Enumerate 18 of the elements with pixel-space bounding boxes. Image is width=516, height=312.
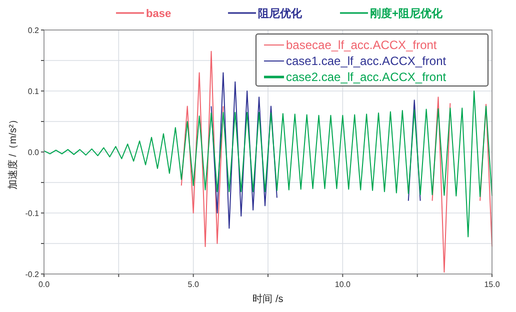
y-tick-label: 0.0	[28, 148, 40, 157]
text: base	[146, 8, 172, 20]
y-tick-label: -0.2	[25, 270, 40, 279]
x-tick-label: 10.0	[334, 280, 351, 289]
legend-label: case1.cae_lf_acc.ACCX_front	[286, 54, 447, 68]
y-tick-label: -0.1	[25, 209, 40, 218]
text: 阻尼优化	[258, 7, 303, 20]
y-axis-title: 加速度 /（m/s²）	[7, 114, 19, 190]
x-axis-title: 时间 /s	[252, 293, 284, 305]
x-tick-label: 0.0	[38, 280, 50, 289]
legend-label: basecae_lf_acc.ACCX_front	[286, 38, 438, 52]
y-tick-label: 0.1	[28, 87, 40, 96]
legend-label: case2.cae_lf_acc.ACCX_front	[286, 70, 447, 84]
x-tick-label: 15.0	[484, 280, 500, 289]
x-tick-label: 5.0	[188, 280, 200, 289]
text: 刚度+阻尼优化	[370, 7, 444, 20]
line-series	[44, 90, 492, 238]
y-tick-label: 0.2	[28, 26, 40, 35]
